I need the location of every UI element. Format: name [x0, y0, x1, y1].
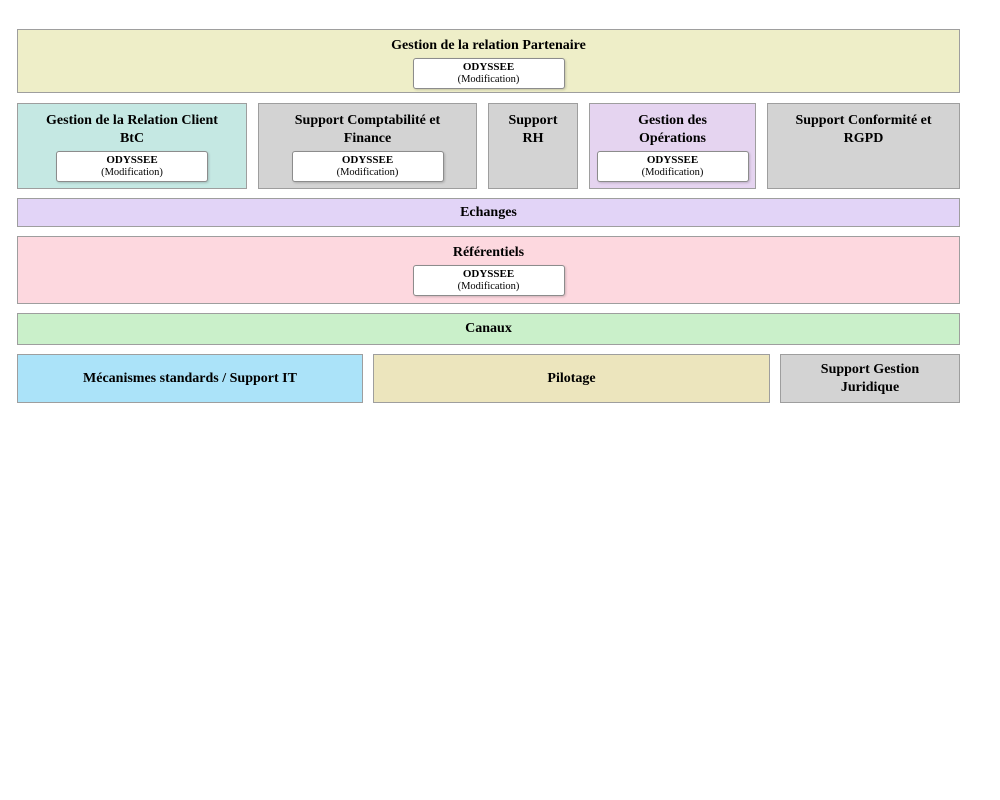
- block-title-canaux: Canaux: [465, 321, 512, 336]
- app-note: (Modification): [336, 167, 399, 178]
- block-title-pilotage: Pilotage: [547, 370, 596, 386]
- row-capabilities: Gestion de la Relation Client BtC ODYSSE…: [17, 103, 960, 189]
- block-title-echanges: Echanges: [460, 204, 517, 220]
- block-gestion-relation-client-btc: Gestion de la Relation Client BtC ODYSSE…: [17, 103, 247, 189]
- odyssee-badge-comptabilite: ODYSSEE (Modification): [291, 151, 444, 182]
- odyssee-badge-client-btc: ODYSSEE (Modification): [56, 151, 208, 182]
- app-note: (Modification): [457, 281, 520, 292]
- odyssee-badge-referentiels: ODYSSEE (Modification): [412, 265, 565, 296]
- block-title-operations: Gestion des Opérations: [638, 113, 707, 146]
- row-referentiels: Référentiels ODYSSEE (Modification): [17, 236, 960, 304]
- app-note: (Modification): [101, 167, 163, 178]
- block-mecanismes-standards-support-it: Mécanismes standards / Support IT: [17, 354, 363, 403]
- odyssee-badge-partenaire: ODYSSEE (Modification): [412, 58, 565, 89]
- block-canaux: Canaux: [17, 313, 960, 345]
- block-title-client-btc: Gestion de la Relation Client BtC: [46, 113, 218, 146]
- block-title-partenaire: Gestion de la relation Partenaire: [391, 38, 586, 53]
- block-title-conformite: Support Conformité et RGPD: [795, 113, 932, 146]
- block-referentiels: Référentiels ODYSSEE (Modification): [17, 236, 960, 304]
- app-name: ODYSSEE: [646, 154, 699, 166]
- app-name: ODYSSEE: [462, 268, 515, 280]
- block-echanges: Echanges: [17, 198, 960, 227]
- app-name: ODYSSEE: [462, 61, 515, 73]
- app-name: ODYSSEE: [106, 154, 158, 166]
- block-gestion-des-operations: Gestion des Opérations ODYSSEE (Modifica…: [589, 103, 756, 189]
- block-support-comptabilite-finance: Support Comptabilité et Finance ODYSSEE …: [258, 103, 477, 189]
- block-title-comptabilite: Support Comptabilité et Finance: [294, 113, 441, 146]
- row-canaux: Canaux: [17, 313, 960, 345]
- block-support-rh: Support RH: [488, 103, 578, 189]
- odyssee-badge-operations: ODYSSEE (Modification): [596, 151, 749, 182]
- row-supports: Mécanismes standards / Support IT Pilota…: [17, 354, 960, 403]
- row-echanges: Echanges: [17, 198, 960, 227]
- row-partenaire: Gestion de la relation Partenaire ODYSSE…: [17, 29, 960, 93]
- block-title-juridique: Support Gestion Juridique: [820, 361, 920, 395]
- app-name: ODYSSEE: [341, 154, 394, 166]
- capability-map-diagram: Gestion de la relation Partenaire ODYSSE…: [17, 29, 960, 412]
- block-title-mecanismes: Mécanismes standards / Support IT: [83, 370, 297, 386]
- block-gestion-relation-partenaire: Gestion de la relation Partenaire ODYSSE…: [17, 29, 960, 93]
- block-support-conformite-rgpd: Support Conformité et RGPD: [767, 103, 960, 189]
- app-note: (Modification): [641, 167, 704, 178]
- block-pilotage: Pilotage: [373, 354, 770, 403]
- block-title-referentiels: Référentiels: [452, 245, 525, 260]
- app-note: (Modification): [457, 74, 520, 85]
- block-support-gestion-juridique: Support Gestion Juridique: [780, 354, 960, 403]
- block-title-rh: Support RH: [508, 113, 558, 146]
